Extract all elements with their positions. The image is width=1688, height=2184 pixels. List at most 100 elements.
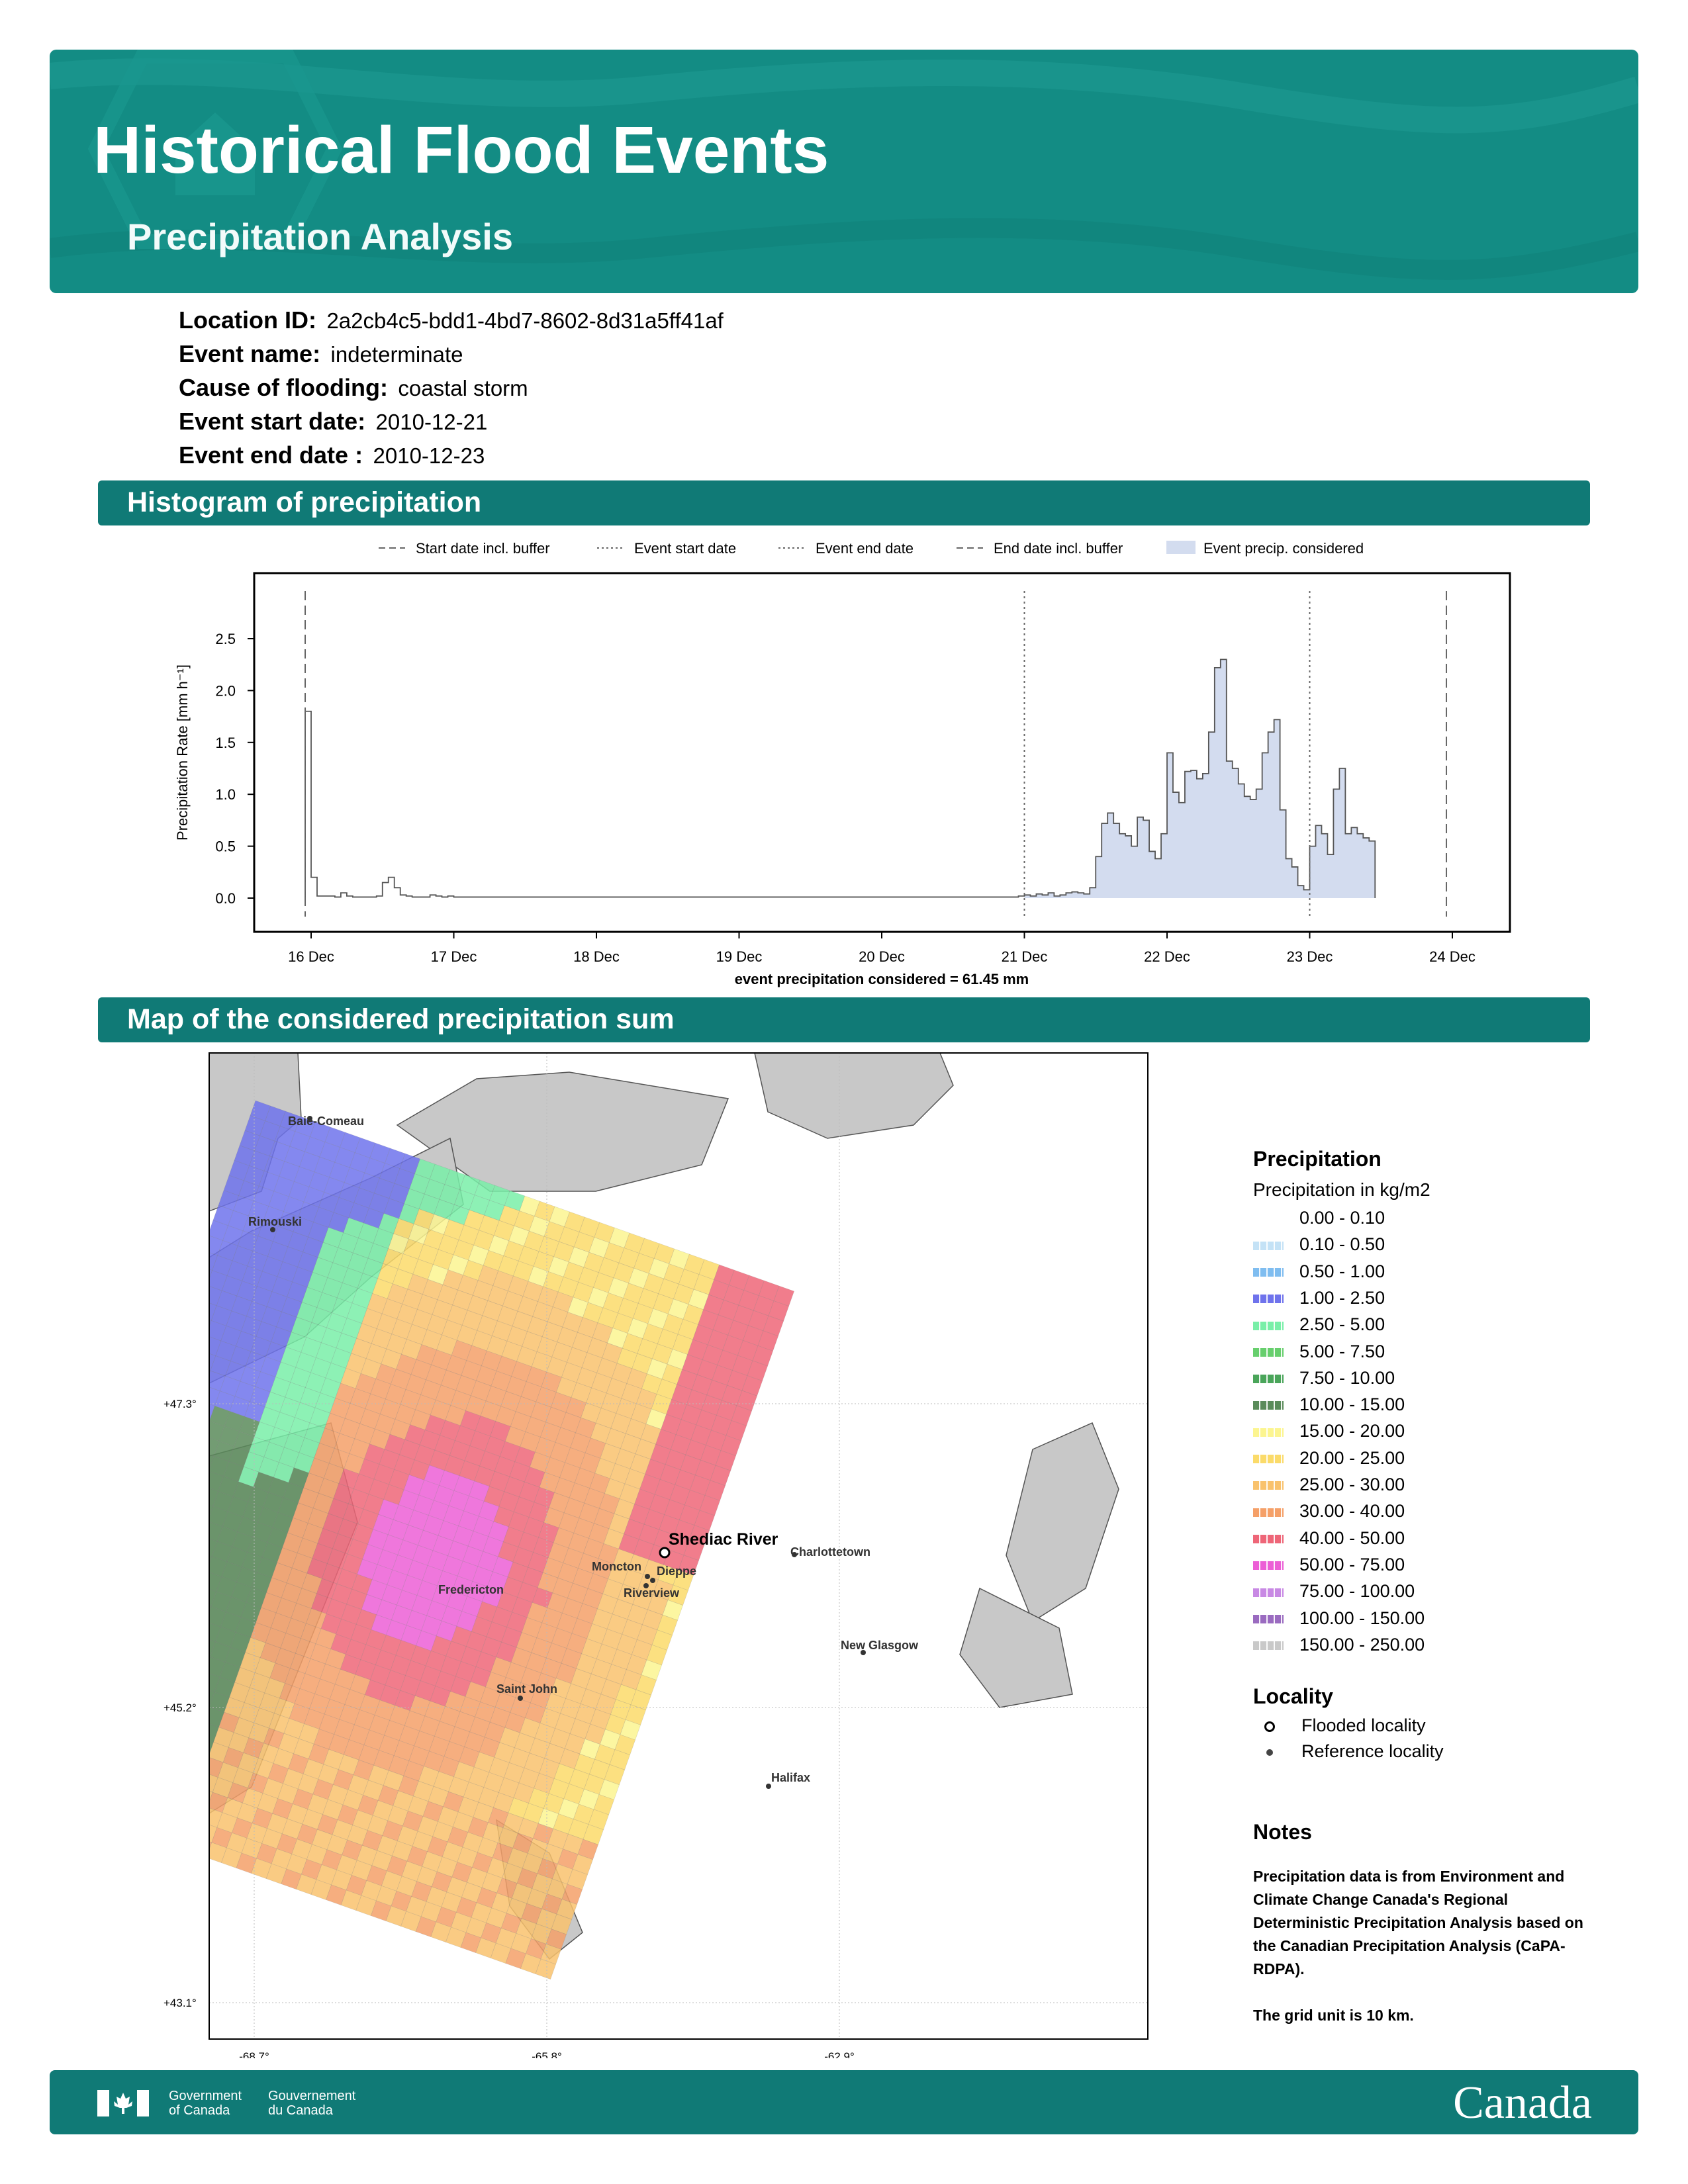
legend-class-label: 7.50 - 10.00 [1299, 1367, 1395, 1388]
legend-patch [1166, 541, 1196, 554]
gov-fr-line: Gouvernement [268, 2089, 356, 2103]
house-icon [87, 50, 343, 249]
legend-swatch [1253, 1347, 1284, 1357]
y-tick-label: 2.0 [215, 682, 236, 699]
footer: Government of Canada Gouvernement du Can… [50, 2070, 1638, 2134]
x-tick-label: 22 Dec [1144, 948, 1190, 965]
canada-flag-icon [97, 2090, 149, 2116]
locality-label: Dieppe [657, 1565, 696, 1578]
legend-class-row: 0.00 - 0.10 [1253, 1208, 1385, 1234]
gov-name-fr: Gouvernement du Canada [268, 2089, 355, 2118]
legend-class-row: 25.00 - 30.00 [1253, 1475, 1405, 1501]
locality-legend-title: Locality [1253, 1684, 1333, 1708]
cause-value: coastal storm [398, 376, 528, 400]
legend-class-label: 0.00 - 0.10 [1299, 1208, 1385, 1228]
y-tick-label: 0.0 [215, 890, 236, 907]
locality-label: Fredericton [438, 1583, 504, 1596]
reference-locality-marker [643, 1583, 649, 1588]
legend-class-label: 15.00 - 20.00 [1299, 1421, 1405, 1441]
legend-class-label: 2.50 - 5.00 [1299, 1314, 1385, 1335]
map-section-header: Map of the considered precipitation sum [98, 997, 1590, 1042]
locality-label: Moncton [592, 1560, 641, 1573]
legend-class-row: 2.50 - 5.00 [1253, 1314, 1385, 1341]
legend-swatch [1253, 1614, 1284, 1623]
gov-fr-line: du Canada [268, 2103, 333, 2118]
wave-decoration [50, 50, 1638, 280]
legend-class-label: 0.50 - 1.00 [1299, 1261, 1385, 1281]
legend-label: Event precip. considered [1203, 540, 1364, 557]
lat-label: +47.3° [164, 1398, 197, 1410]
legend-class-row: 100.00 - 150.00 [1253, 1608, 1425, 1635]
legend-class-row: 15.00 - 20.00 [1253, 1421, 1405, 1447]
legend-class-label: 0.10 - 0.50 [1299, 1234, 1385, 1255]
x-tick-label: 21 Dec [1002, 948, 1048, 965]
legend-flooded-locality: Flooded locality [1264, 1715, 1426, 1742]
precipitation-series-line [305, 659, 1376, 898]
x-axis: 16 Dec 17 Dec 18 Dec 19 Dec 20 Dec 21 Dec 22 D… [288, 932, 1476, 965]
end-date-label: Event end date : [179, 441, 363, 469]
legend-swatch [1253, 1401, 1284, 1410]
x-tick-label: 18 Dec [573, 948, 620, 965]
event-name-label: Event name: [179, 340, 321, 367]
legend-class-label: 50.00 - 75.00 [1299, 1554, 1405, 1574]
page-title: Historical Flood Events [93, 113, 829, 187]
graticule [209, 1053, 1148, 2039]
considered-precip-area [1024, 659, 1376, 898]
locality-label: Riverview [624, 1586, 680, 1600]
locality-label: New Glasgow [841, 1639, 919, 1652]
legend-label: Event end date [816, 540, 914, 557]
end-date-value: 2010-12-23 [373, 443, 485, 468]
reference-locality-marker [270, 1227, 275, 1232]
legend-swatch [1253, 1481, 1284, 1490]
histogram-section-header: Histogram of precipitation [98, 480, 1590, 525]
start-date-value: 2010-12-21 [375, 410, 488, 434]
legend-class-label: 30.00 - 40.00 [1299, 1501, 1405, 1522]
gov-en-line: of Canada [169, 2103, 230, 2118]
notes-grid-unit: The grid unit is 10 km. [1253, 2007, 1414, 2024]
map-frame [209, 1052, 1149, 2040]
legend-class-label: 1.00 - 2.50 [1299, 1287, 1385, 1308]
legend-swatch [1253, 1375, 1284, 1384]
notes-body: Precipitation data is from Environment a… [1253, 1865, 1597, 2027]
flooded-marker-icon [1264, 1721, 1275, 1732]
legend-swatch [1253, 1561, 1284, 1570]
legend-class-label: 75.00 - 100.00 [1299, 1581, 1415, 1602]
legend-class-row: 1.00 - 2.50 [1253, 1288, 1385, 1314]
legend-class-label: 5.00 - 7.50 [1299, 1341, 1385, 1361]
locality-label: Saint John [496, 1682, 557, 1696]
x-tick-label: 24 Dec [1429, 948, 1476, 965]
legend-swatch [1253, 1455, 1284, 1464]
legend-class-label: 25.00 - 30.00 [1299, 1475, 1405, 1494]
legend-class-row: 7.50 - 10.00 [1253, 1368, 1395, 1394]
flooded-locality-marker [659, 1547, 671, 1559]
reference-locality-marker [518, 1696, 523, 1701]
x-tick-label: 19 Dec [716, 948, 763, 965]
reference-locality-marker [645, 1574, 650, 1579]
gov-en-line: Government [169, 2089, 242, 2103]
event-name-value: indeterminate [330, 342, 463, 367]
legend-class-row: 75.00 - 100.00 [1253, 1581, 1415, 1608]
legend-class-row: 10.00 - 15.00 [1253, 1394, 1405, 1421]
legend-title: Precipitation [1253, 1147, 1382, 1171]
precipitation-histogram: Start date incl. buffer Event start date E… [174, 540, 1511, 987]
legend-class-label: 100.00 - 150.00 [1299, 1608, 1425, 1628]
y-axis: 0.0 0.5 1.0 1.5 2.0 2.5 [215, 631, 254, 907]
legend-swatch [1253, 1534, 1284, 1543]
location-value: 2a2cb4c5-bdd1-4bd7-8602-8d31a5ff41af [326, 308, 724, 333]
reference-locality-marker [861, 1650, 866, 1655]
legend-reference-locality: Reference locality [1264, 1741, 1444, 1768]
reference-locality-marker [792, 1552, 797, 1557]
precipitation-map: +47.3° +45.2° +43.1° -68.7° -65.8° -62.9… [164, 1052, 1149, 2058]
cause-label: Cause of flooding: [179, 374, 388, 401]
reference-label: Reference locality [1301, 1741, 1444, 1761]
legend-swatch [1253, 1428, 1284, 1437]
precipitation-grid [209, 1100, 794, 1979]
legend-label: End date incl. buffer [994, 540, 1123, 557]
legend-swatch [1253, 1641, 1284, 1651]
flooded-label: Flooded locality [1301, 1715, 1426, 1735]
legend-swatch [1253, 1214, 1284, 1224]
legend-label: Start date incl. buffer [416, 540, 550, 557]
header-banner: Historical Flood Events Precipitation An… [50, 50, 1638, 293]
map-section-title: Map of the considered precipitation sum [127, 1003, 675, 1035]
legend-class-label: 10.00 - 15.00 [1299, 1394, 1405, 1415]
